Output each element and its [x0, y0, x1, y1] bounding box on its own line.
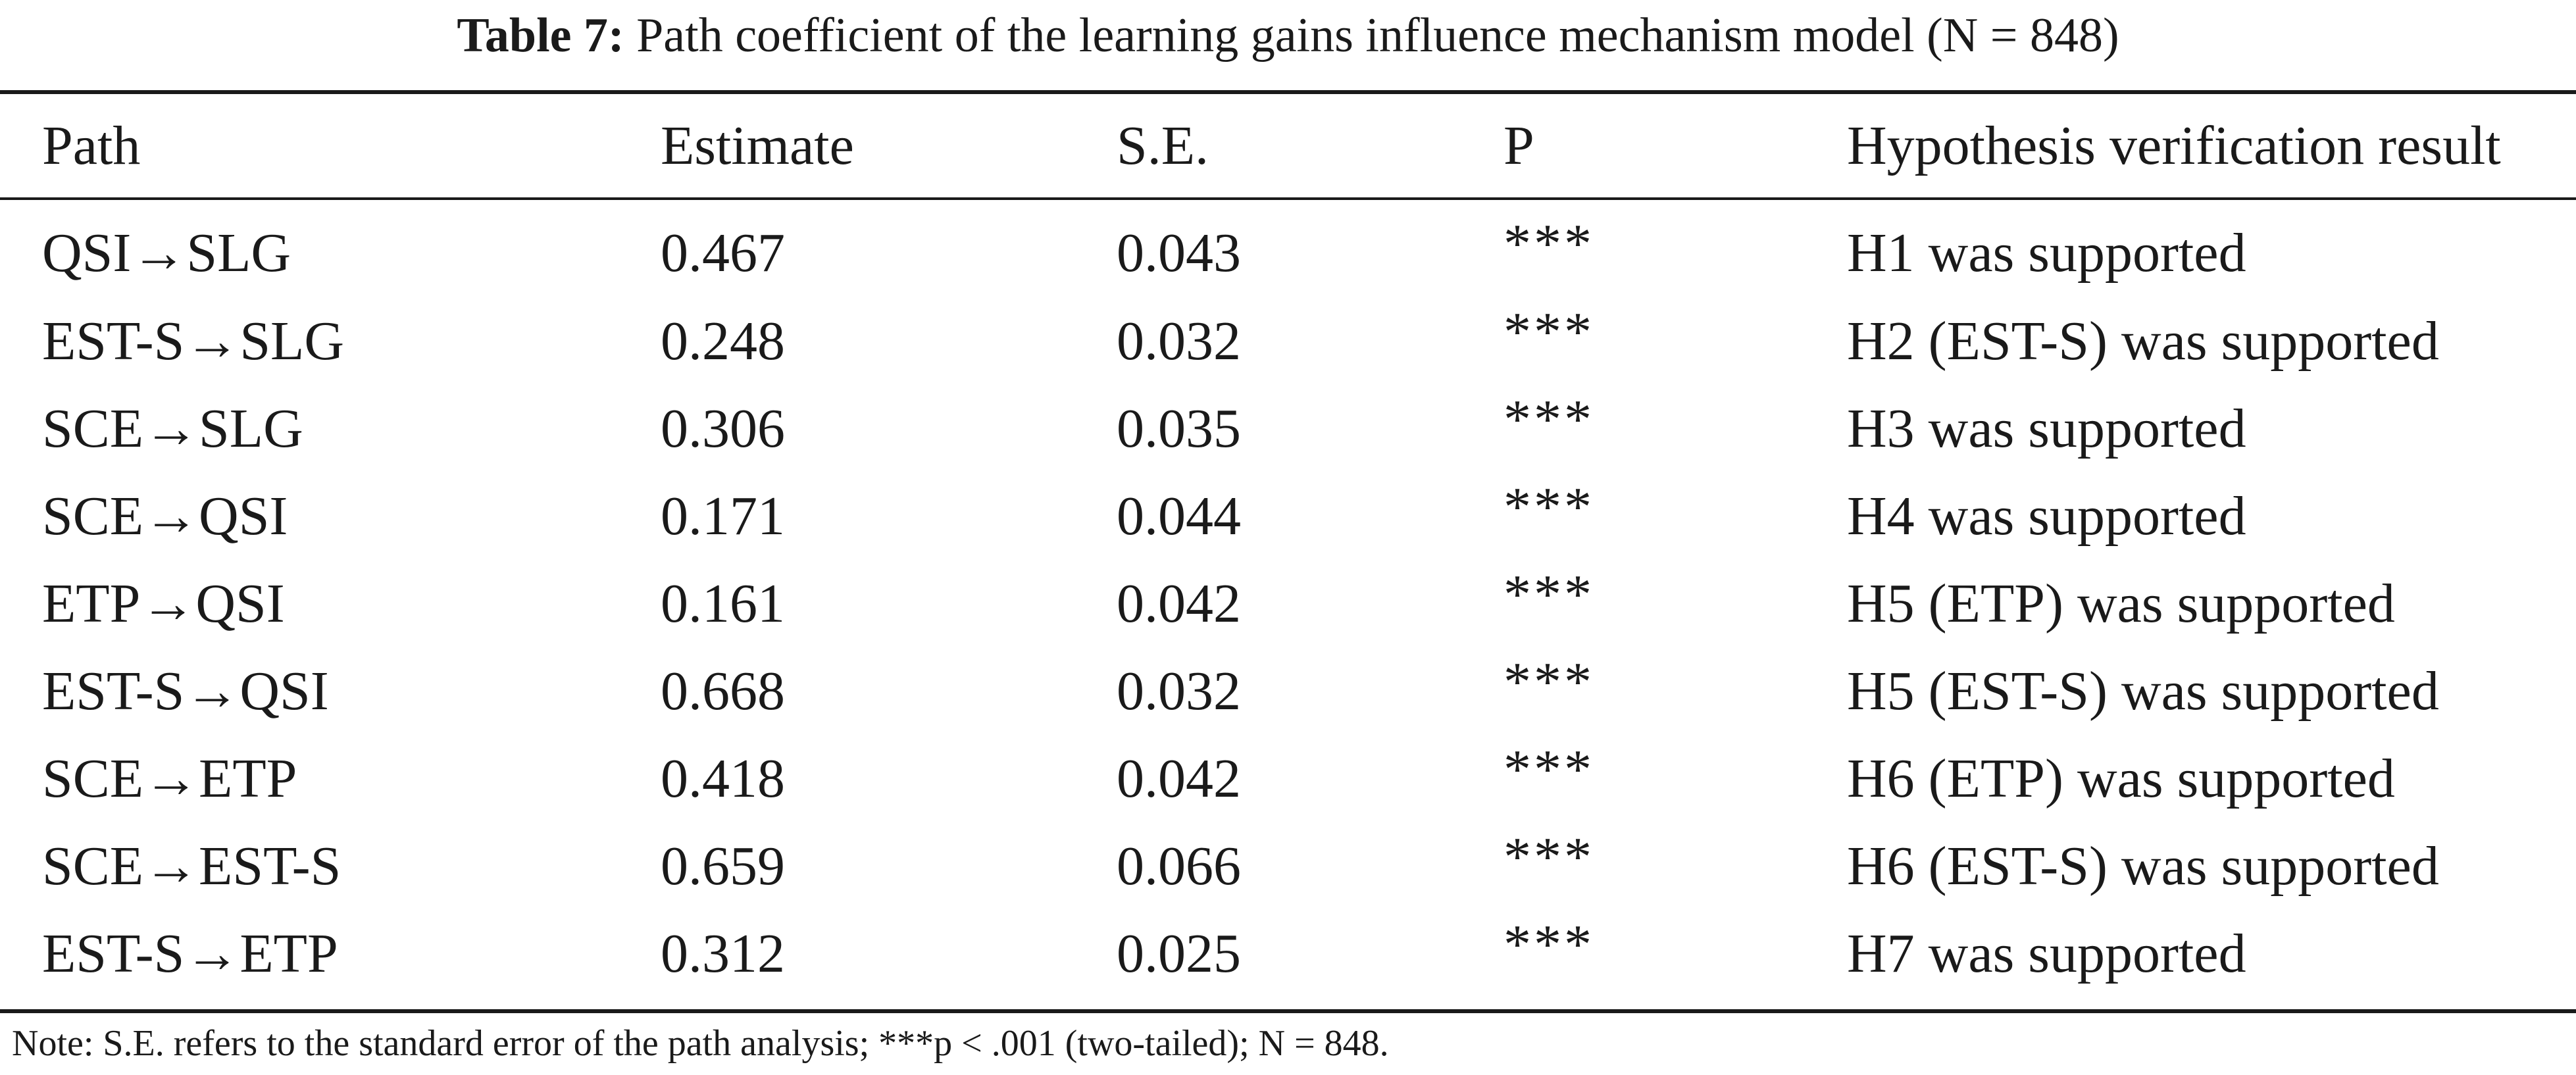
cell-path: SCE→QSI	[42, 486, 288, 547]
column-header-se: S.E.	[1117, 115, 1209, 176]
cell-result: H6 (EST-S) was supported	[1847, 836, 2439, 897]
column-header-p: P	[1503, 115, 1534, 176]
table-header-row: Path Estimate S.E. P Hypothesis verifica…	[0, 94, 2576, 197]
cell-estimate: 0.161	[661, 573, 785, 634]
significance-stars: ***	[1503, 914, 1594, 975]
significance-stars: ***	[1503, 213, 1594, 274]
cell-path: EST-S→ETP	[42, 923, 338, 984]
table-row: SCE→ETP 0.418 0.042 *** H6 (ETP) was sup…	[0, 735, 2576, 822]
significance-stars: ***	[1503, 651, 1594, 712]
cell-estimate: 0.306	[661, 398, 785, 459]
cell-se: 0.025	[1117, 923, 1241, 984]
column-header-path: Path	[42, 115, 141, 176]
cell-path: EST-S→QSI	[42, 661, 329, 722]
cell-path: QSI→SLG	[42, 222, 291, 284]
cell-result: H5 (ETP) was supported	[1847, 573, 2395, 634]
bottom-rule	[0, 1009, 2576, 1013]
cell-p: ***	[1503, 735, 1847, 822]
cell-path: ETP→QSI	[42, 573, 285, 634]
cell-se: 0.032	[1117, 661, 1241, 722]
cell-p: ***	[1503, 472, 1847, 560]
significance-stars: ***	[1503, 739, 1594, 800]
cell-se: 0.043	[1117, 222, 1241, 284]
path-coefficient-table: Path Estimate S.E. P Hypothesis verifica…	[0, 94, 2576, 997]
table-row: EST-S→ETP 0.312 0.025 *** H7 was support…	[0, 910, 2576, 997]
significance-stars: ***	[1503, 389, 1594, 450]
cell-p: ***	[1503, 560, 1847, 647]
cell-result: H5 (EST-S) was supported	[1847, 661, 2439, 722]
cell-estimate: 0.312	[661, 923, 785, 984]
table-row: SCE→SLG 0.306 0.035 *** H3 was supported	[0, 385, 2576, 472]
cell-p: ***	[1503, 910, 1847, 997]
top-rule	[0, 90, 2576, 94]
cell-estimate: 0.668	[661, 661, 785, 722]
significance-stars: ***	[1503, 564, 1594, 625]
table-row: SCE→QSI 0.171 0.044 *** H4 was supported	[0, 472, 2576, 560]
cell-estimate: 0.171	[661, 486, 785, 547]
cell-result: H6 (ETP) was supported	[1847, 748, 2395, 809]
header-rule	[0, 197, 2576, 200]
cell-se: 0.042	[1117, 573, 1241, 634]
table-row: SCE→EST-S 0.659 0.066 *** H6 (EST-S) was…	[0, 822, 2576, 910]
cell-path: SCE→SLG	[42, 398, 303, 459]
cell-se: 0.032	[1117, 311, 1241, 372]
cell-estimate: 0.467	[661, 222, 785, 284]
cell-result: H1 was supported	[1847, 222, 2246, 284]
cell-result: H3 was supported	[1847, 398, 2246, 459]
column-header-estimate: Estimate	[661, 115, 854, 176]
cell-p: ***	[1503, 822, 1847, 910]
table-row: EST-S→SLG 0.248 0.032 *** H2 (EST-S) was…	[0, 297, 2576, 385]
table-label: Table 7:	[457, 9, 624, 63]
table-caption: Table 7: Path coefficient of the learnin…	[0, 0, 2576, 87]
cell-path: SCE→ETP	[42, 748, 297, 809]
significance-stars: ***	[1503, 826, 1594, 888]
cell-estimate: 0.248	[661, 311, 785, 372]
column-header-result: Hypothesis verification result	[1847, 115, 2501, 176]
table-note: Note: S.E. refers to the standard error …	[12, 1023, 1389, 1064]
cell-estimate: 0.659	[661, 836, 785, 897]
table-row: ETP→QSI 0.161 0.042 *** H5 (ETP) was sup…	[0, 560, 2576, 647]
significance-stars: ***	[1503, 476, 1594, 538]
cell-p: ***	[1503, 647, 1847, 735]
table-title: Path coefficient of the learning gains i…	[636, 9, 2119, 63]
cell-p: ***	[1503, 297, 1847, 385]
cell-result: H2 (EST-S) was supported	[1847, 311, 2439, 372]
table-row: QSI→SLG 0.467 0.043 *** H1 was supported	[0, 197, 2576, 297]
cell-se: 0.044	[1117, 486, 1241, 547]
cell-se: 0.042	[1117, 748, 1241, 809]
significance-stars: ***	[1503, 301, 1594, 362]
cell-path: EST-S→SLG	[42, 311, 345, 372]
cell-p: ***	[1503, 385, 1847, 472]
cell-result: H4 was supported	[1847, 486, 2246, 547]
cell-p: ***	[1503, 197, 1847, 297]
cell-se: 0.066	[1117, 836, 1241, 897]
cell-se: 0.035	[1117, 398, 1241, 459]
cell-result: H7 was supported	[1847, 923, 2246, 984]
table-row: EST-S→QSI 0.668 0.032 *** H5 (EST-S) was…	[0, 647, 2576, 735]
cell-path: SCE→EST-S	[42, 836, 341, 897]
cell-estimate: 0.418	[661, 748, 785, 809]
